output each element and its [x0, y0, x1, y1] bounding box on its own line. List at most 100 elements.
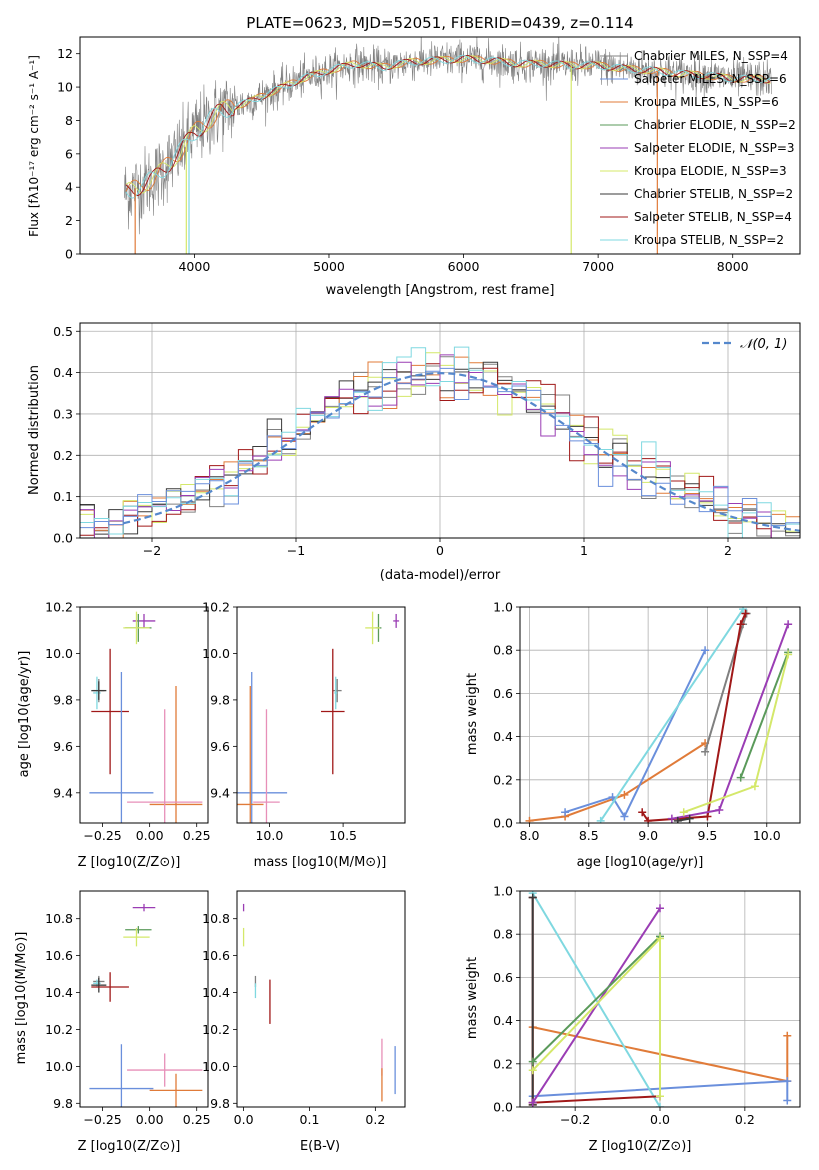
y-tick-label: 10.0: [45, 646, 73, 661]
x-tick-label: 2: [724, 543, 732, 558]
point-marker: [644, 816, 653, 823]
legend-label: Salpeter ELODIE, N_SSP=3: [634, 141, 795, 155]
y-tick-label: 10: [57, 80, 73, 95]
mass-vs-Z-panel: −0.25 0.00 0.25 9.8 10.0 10.2 10.4 10.6 10.8: [45, 890, 211, 1127]
point-marker: [528, 893, 537, 902]
x-tick-label: 0: [436, 543, 444, 558]
spectrum-title: PLATE=0623, MJD=52051, FIBERID=0439, z=0…: [246, 14, 633, 32]
mass-weight-line: [641, 613, 747, 822]
point-marker: [784, 620, 793, 629]
point-marker: [750, 782, 759, 791]
y-tick-label: 10.4: [45, 985, 73, 1000]
y-tick-label: 0.8: [493, 643, 513, 658]
x-tick-label: 0.00: [136, 1112, 164, 1127]
y-tick-label: 6: [65, 146, 73, 161]
mwZ-ylabel: mass weight: [465, 957, 480, 1039]
mass-weight-line: [683, 654, 790, 814]
axes-frame: [519, 606, 801, 824]
y-tick-label: 0.4: [493, 1013, 513, 1028]
massweight-vs-Z-panel: −0.2 0.0 0.2 0.0 0.2 0.4 0.6 0.8 1.0: [493, 884, 801, 1127]
ageZ-ylabel: age [log10(age/yr)]: [17, 651, 32, 778]
legend-label: 𝒩(0, 1): [740, 337, 787, 352]
point-marker: [525, 816, 534, 823]
histogram-step: [80, 354, 800, 538]
mwAge-xlabel: age [log10(age/yr)]: [577, 855, 704, 870]
legend-label: Kroupa ELODIE, N_SSP=3: [634, 164, 787, 178]
point-marker: [620, 790, 629, 799]
point-marker: [783, 1077, 792, 1086]
legend-label: Chabrier MILES, N_SSP=4: [634, 49, 788, 63]
mass-weight-line: [531, 935, 661, 1063]
x-tick-label: −0.2: [560, 1112, 590, 1127]
point-marker: [656, 934, 664, 943]
age-vs-Z-panel: −0.25 0.00 0.25 9.4 9.6 9.8 10.0 10.2: [45, 600, 210, 844]
axes-frame: [79, 322, 801, 539]
plot-area: [89, 611, 203, 823]
y-tick-label: 9.8: [53, 692, 73, 707]
point-marker: [608, 793, 617, 802]
point-marker: [715, 806, 724, 815]
point-marker: [638, 808, 647, 817]
point-marker: [741, 609, 750, 618]
x-tick-label: 0.2: [365, 1112, 385, 1127]
spectrum-model: [125, 55, 771, 194]
legend-label: Chabrier STELIB, N_SSP=2: [634, 187, 793, 201]
y-tick-label: 0.4: [493, 729, 513, 744]
ageZ-xlabel: Z [log10(Z/Z⊙)]: [78, 855, 181, 870]
y-tick-label: 0.3: [53, 406, 73, 421]
y-tick-label: 10.2: [45, 600, 73, 615]
y-tick-label: 10.2: [45, 1022, 73, 1037]
legend-label: Salpeter STELIB, N_SSP=4: [634, 210, 792, 224]
histogram-step: [80, 346, 800, 538]
y-tick-label: 4: [65, 180, 73, 195]
y-tick-label: 0.2: [493, 772, 513, 787]
plot-area: [89, 903, 203, 1107]
x-tick-label: 10.5: [329, 828, 357, 843]
point-marker: [701, 646, 710, 655]
point-marker: [784, 650, 793, 659]
y-tick-label: 0.6: [493, 970, 513, 985]
y-tick-label: 0.1: [53, 489, 73, 504]
axes-frame: [79, 890, 209, 1108]
x-tick-label: 0.0: [234, 1112, 254, 1127]
y-tick-label: 9.6: [210, 739, 230, 754]
plot-area: [124, 37, 772, 254]
y-tick-label: 10.6: [45, 948, 73, 963]
y-tick-label: 0.8: [493, 927, 513, 942]
x-tick-label: 9.0: [638, 828, 658, 843]
x-tick-label: 4000: [178, 259, 210, 274]
point-marker: [667, 814, 676, 823]
plot-area: [525, 607, 793, 823]
spectrum-xlabel: wavelength [Angstrom, rest frame]: [326, 283, 555, 298]
mass-weight-line: [599, 608, 744, 822]
x-tick-label: 0.25: [183, 1112, 211, 1127]
y-tick-label: 0: [65, 247, 73, 262]
point-marker: [736, 620, 745, 629]
residual-ylabel: Normed distribution: [27, 365, 42, 495]
plot-area: [80, 346, 800, 538]
y-tick-label: 10.8: [45, 911, 73, 926]
y-tick-label: 10.0: [202, 1059, 230, 1074]
point-marker: [656, 904, 664, 913]
y-tick-label: 1.0: [493, 884, 513, 899]
legend-label: Kroupa MILES, N_SSP=6: [634, 95, 779, 109]
plot-area: [237, 611, 400, 823]
spectrum-ylabel: Flux [fλ10⁻¹⁷ erg cm⁻² s⁻¹ A⁻¹]: [27, 55, 41, 237]
y-tick-label: 0.6: [493, 686, 513, 701]
x-tick-label: −2: [143, 543, 161, 558]
x-tick-label: 8.5: [579, 828, 599, 843]
y-tick-label: 0.5: [53, 324, 73, 339]
y-tick-label: 0.0: [493, 1100, 513, 1115]
y-tick-label: 10.6: [202, 948, 230, 963]
point-marker: [596, 816, 605, 823]
x-tick-label: 10.0: [255, 828, 283, 843]
y-tick-label: 12: [57, 46, 73, 61]
massweight-vs-age-panel: 8.0 8.5 9.0 9.5 10.0 0.0 0.2 0.4 0.6 0.8 1.0: [493, 600, 801, 843]
legend-label: Salpeter MILES, N_SSP=6: [634, 72, 787, 86]
spectrum-model: [125, 54, 771, 196]
x-tick-label: 0.2: [735, 1112, 755, 1127]
mwAge-ylabel: mass weight: [465, 673, 480, 755]
point-marker: [656, 1103, 664, 1107]
y-tick-label: 10.8: [202, 911, 230, 926]
